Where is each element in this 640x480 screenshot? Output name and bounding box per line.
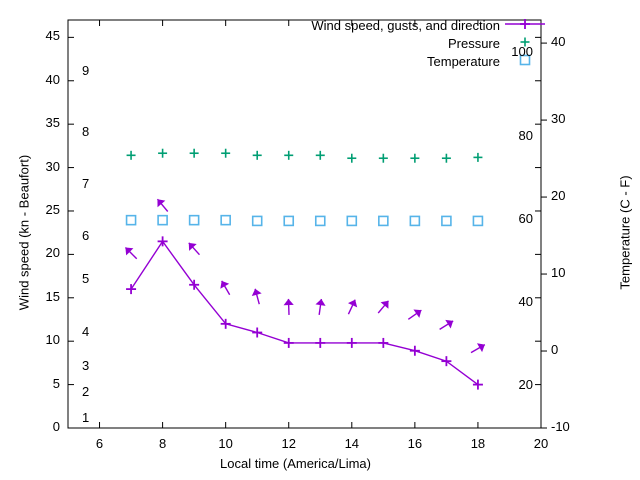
y-tick-20: 20 — [45, 245, 60, 261]
beaufort-tick-1: 1 — [82, 410, 90, 426]
temperature-tick-30: 30 — [551, 111, 566, 127]
wind-direction-arrow — [377, 300, 390, 314]
temperature-tick-20: 20 — [551, 188, 566, 204]
x-tick-18: 18 — [470, 436, 486, 451]
x-tick-12: 12 — [281, 436, 296, 451]
beaufort-tick-7: 7 — [82, 175, 90, 191]
y-tick-30: 30 — [45, 158, 60, 174]
wind-direction-arrow — [124, 246, 138, 260]
x-tick-10: 10 — [218, 436, 233, 451]
beaufort-tick-6: 6 — [82, 228, 90, 244]
x-tick-6: 6 — [95, 436, 104, 451]
x-tick-14: 14 — [344, 436, 360, 451]
y-tick-40: 40 — [45, 71, 60, 87]
x-tick-16: 16 — [407, 436, 423, 451]
legend-label-temperature[interactable]: Temperature — [427, 54, 500, 69]
wind-direction-arrow — [251, 288, 262, 305]
temperature-tick-0: 0 — [551, 342, 559, 358]
wind-direction-arrow — [347, 299, 358, 315]
legend-label-wind[interactable]: Wind speed, gusts, and direction — [311, 18, 500, 33]
wind-direction-arrow — [156, 198, 169, 212]
x-tick-20: 20 — [533, 436, 549, 451]
wind-direction-arrow — [407, 309, 422, 320]
y-tick-35: 35 — [45, 115, 60, 131]
y-tick-5: 5 — [52, 375, 60, 391]
x-tick-8: 8 — [158, 436, 167, 451]
y-tick-10: 10 — [45, 332, 60, 348]
wind-direction-arrow — [188, 242, 201, 256]
wind-direction-arrow — [439, 319, 454, 330]
y2-axis-title: Temperature (C - F) — [617, 175, 633, 290]
y-tick-0: 0 — [52, 419, 60, 434]
temperature-tick-10: 10 — [551, 265, 566, 281]
temperature-tick--10: -10 — [551, 419, 570, 434]
pressure-tick-80: 80 — [518, 127, 533, 143]
x-axis-title: Local time (America/Lima) — [220, 456, 371, 471]
wind-direction-arrow — [283, 298, 294, 315]
beaufort-tick-8: 8 — [82, 123, 90, 139]
temperature-tick-40: 40 — [551, 34, 566, 50]
beaufort-tick-9: 9 — [82, 63, 90, 79]
beaufort-tick-4: 4 — [82, 323, 90, 339]
y-tick-45: 45 — [45, 28, 60, 44]
y-axis-title: Wind speed (kn - Beaufort) — [16, 154, 32, 311]
legend-label-pressure[interactable]: Pressure — [447, 36, 500, 51]
beaufort-tick-3: 3 — [82, 358, 90, 374]
pressure-tick-60: 60 — [518, 210, 533, 226]
pressure-tick-100: 100 — [511, 44, 533, 60]
wind-direction-arrow — [315, 298, 326, 315]
beaufort-tick-2: 2 — [82, 384, 90, 400]
y-tick-15: 15 — [45, 288, 60, 304]
wind-direction-arrow — [220, 280, 231, 296]
wind-direction-arrow — [470, 343, 486, 354]
beaufort-tick-5: 5 — [82, 271, 90, 287]
y-tick-25: 25 — [45, 201, 60, 217]
pressure-tick-20: 20 — [518, 377, 533, 393]
pressure-tick-40: 40 — [518, 294, 533, 310]
